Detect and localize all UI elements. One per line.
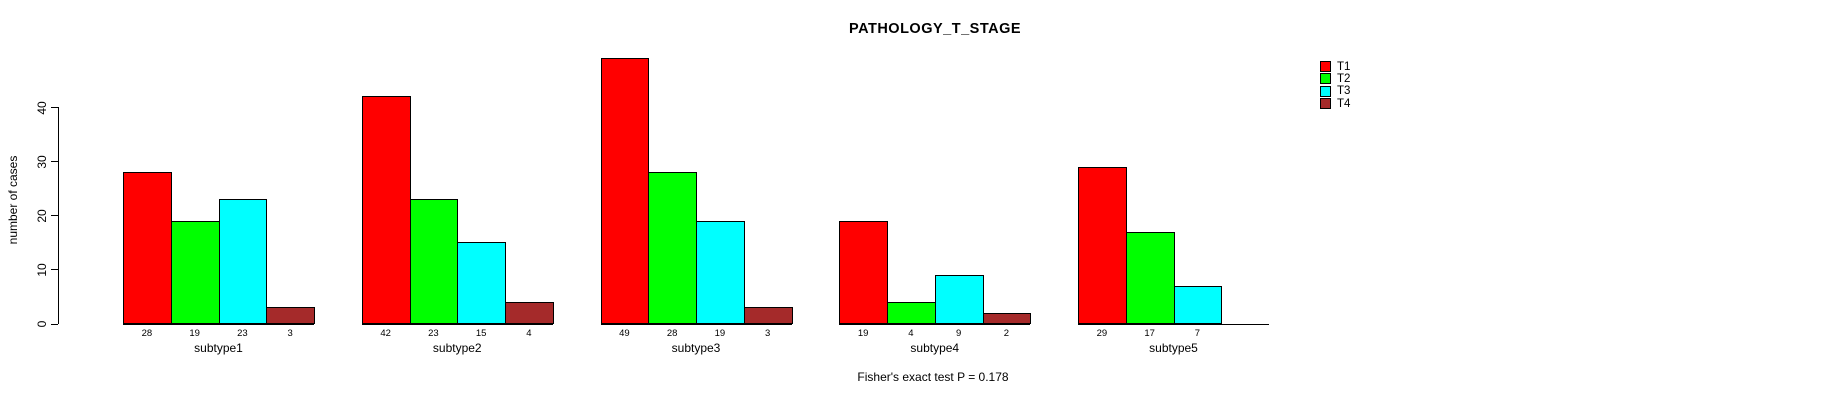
- legend-swatch-T3: [1320, 85, 1331, 97]
- bar-value-label: 42: [380, 328, 391, 339]
- bar-T3-subtype5: [1173, 285, 1223, 325]
- bar-T2-subtype2: [409, 199, 459, 325]
- bar-value-label: 19: [714, 328, 726, 339]
- legend-label-T3: T3: [1337, 85, 1351, 98]
- chart-title: PATHOLOGY_T_STAGE: [848, 21, 1022, 37]
- bar-T1-subtype1: [123, 172, 172, 325]
- bar-value-label: 23: [428, 328, 439, 339]
- category-label-subtype5: subtype5: [1149, 341, 1198, 355]
- bar-T1-subtype5: [1078, 166, 1127, 325]
- category-label-subtype4: subtype4: [910, 341, 960, 355]
- category-label-subtype1: subtype1: [194, 341, 243, 355]
- bar-T2-subtype4: [887, 301, 936, 325]
- legend-swatch-T4: [1320, 98, 1331, 110]
- bar-T1-subtype2: [361, 96, 411, 325]
- legend-swatch-T1: [1320, 61, 1331, 72]
- bar-value-label: 9: [955, 328, 962, 339]
- y-axis-tick: [51, 269, 58, 271]
- bar-T3-subtype3: [696, 220, 745, 325]
- y-tick-label: 20: [35, 209, 49, 223]
- bar-value-label: 2: [1003, 328, 1010, 339]
- bar-T3-subtype2: [457, 242, 506, 325]
- legend-label-T2: T2: [1337, 72, 1351, 85]
- bar-value-label: 23: [237, 328, 248, 339]
- legend-swatch-T2: [1320, 73, 1331, 85]
- bar-T4-subtype3: [743, 307, 793, 325]
- y-tick-label: 30: [35, 155, 49, 169]
- bar-value-label: 15: [475, 328, 487, 339]
- category-label-subtype2: subtype2: [432, 341, 482, 355]
- bar-value-label: 28: [666, 328, 678, 339]
- bar-T2-subtype5: [1125, 231, 1175, 325]
- y-axis-tick: [51, 161, 58, 163]
- bar-T4-subtype4: [982, 312, 1032, 325]
- bar-value-label: 4: [526, 328, 532, 339]
- category-label-subtype3: subtype3: [671, 341, 721, 355]
- bar-T3-subtype1: [218, 199, 268, 325]
- bar-T3-subtype4: [934, 274, 984, 325]
- y-tick-label: 10: [35, 263, 49, 277]
- bar-T2-subtype3: [648, 172, 697, 325]
- bar-value-label: 3: [764, 328, 771, 339]
- bar-value-label: 29: [1096, 328, 1108, 339]
- bar-T1-subtype4: [839, 220, 888, 325]
- y-axis-tick: [51, 215, 58, 217]
- bar-value-label: 17: [1144, 328, 1155, 339]
- bar-T1-subtype3: [600, 58, 650, 325]
- y-axis-tick: [51, 323, 58, 325]
- bar-value-label: 4: [908, 328, 914, 339]
- y-tick-label: 40: [35, 100, 49, 115]
- bar-T4-subtype1: [266, 307, 315, 325]
- bar-T2-subtype1: [170, 220, 220, 325]
- y-tick-label: 0: [35, 320, 49, 328]
- bar-value-label: 49: [619, 328, 630, 339]
- bar-value-label: 3: [287, 328, 293, 339]
- bar-value-label: 19: [189, 328, 200, 339]
- y-axis-line: [58, 107, 59, 325]
- bar-value-label: 7: [1194, 328, 1201, 339]
- bar-value-label: 28: [141, 328, 153, 339]
- bar-T4-subtype2: [505, 301, 554, 325]
- statistical-test-note: Fisher's exact test P = 0.178: [857, 370, 1009, 384]
- y-axis-label: number of cases: [6, 155, 20, 245]
- legend-label-T1: T1: [1337, 60, 1351, 73]
- bar-value-label: 19: [857, 328, 869, 339]
- legend-label-T4: T4: [1337, 97, 1351, 110]
- y-axis-tick: [51, 107, 58, 109]
